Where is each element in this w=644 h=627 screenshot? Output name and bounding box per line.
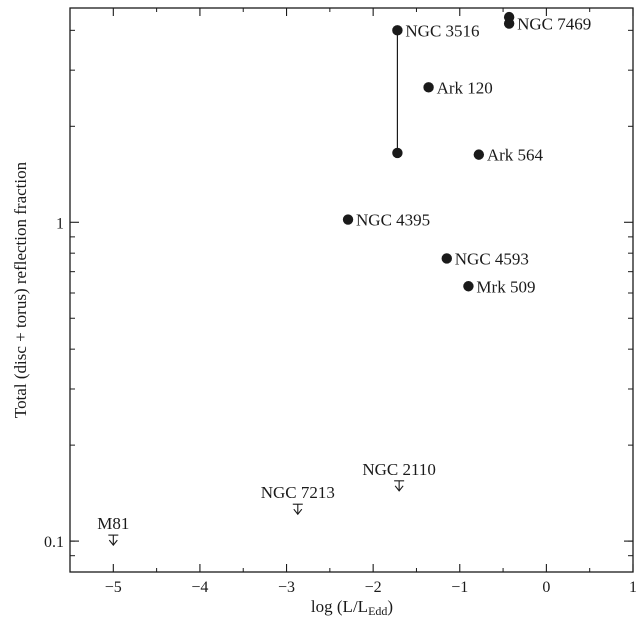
x-tick-label: −4 [191, 579, 208, 596]
upper-limit-label: NGC 2110 [362, 460, 436, 479]
upper-limit-arrow [108, 539, 118, 546]
x-tick-label: 1 [629, 579, 637, 596]
x-tick-label: 0 [542, 579, 550, 596]
data-point [503, 11, 515, 23]
point-label: NGC 4395 [356, 211, 430, 230]
plot-frame [69, 7, 634, 573]
upper-limit-label: M81 [97, 514, 129, 533]
x-tick-label: −2 [365, 579, 382, 596]
data-point [423, 82, 434, 93]
upper-limit-arrow [394, 485, 404, 492]
x-tick-label: −1 [451, 579, 468, 596]
x-tick-label: −3 [278, 579, 295, 596]
point-label: NGC 3516 [405, 21, 479, 40]
data-point [342, 214, 354, 225]
data-point [392, 147, 403, 159]
point-label: Mrk 509 [476, 277, 535, 296]
point-labels: NGC 3516 NGC 7469 Ark 120 Ark 564 NGC 4395 NG… [97, 15, 591, 534]
y-axis-label: Total (disc + torus) reflection fraction [11, 161, 30, 418]
axis-ticks: −5 −4 −3 −2 −1 0 1 0.1 1 [44, 8, 637, 596]
upper-limit-label: NGC 7213 [261, 483, 335, 502]
data-point [392, 25, 403, 36]
upper-limit-arrow [293, 508, 303, 516]
data-points [342, 11, 515, 292]
x-tick-label: −5 [105, 579, 122, 596]
data-point [441, 253, 452, 264]
y-tick-label: 1 [56, 215, 64, 232]
data-point [463, 281, 474, 292]
point-label: NGC 7469 [517, 15, 591, 34]
data-point [473, 149, 485, 160]
upper-limits [108, 480, 405, 546]
point-label: NGC 4593 [455, 249, 529, 268]
x-axis-label: log (L/LEdd) [311, 597, 393, 618]
point-label: Ark 564 [487, 146, 544, 165]
point-label: Ark 120 [437, 78, 493, 97]
y-tick-label: 0.1 [44, 534, 64, 551]
